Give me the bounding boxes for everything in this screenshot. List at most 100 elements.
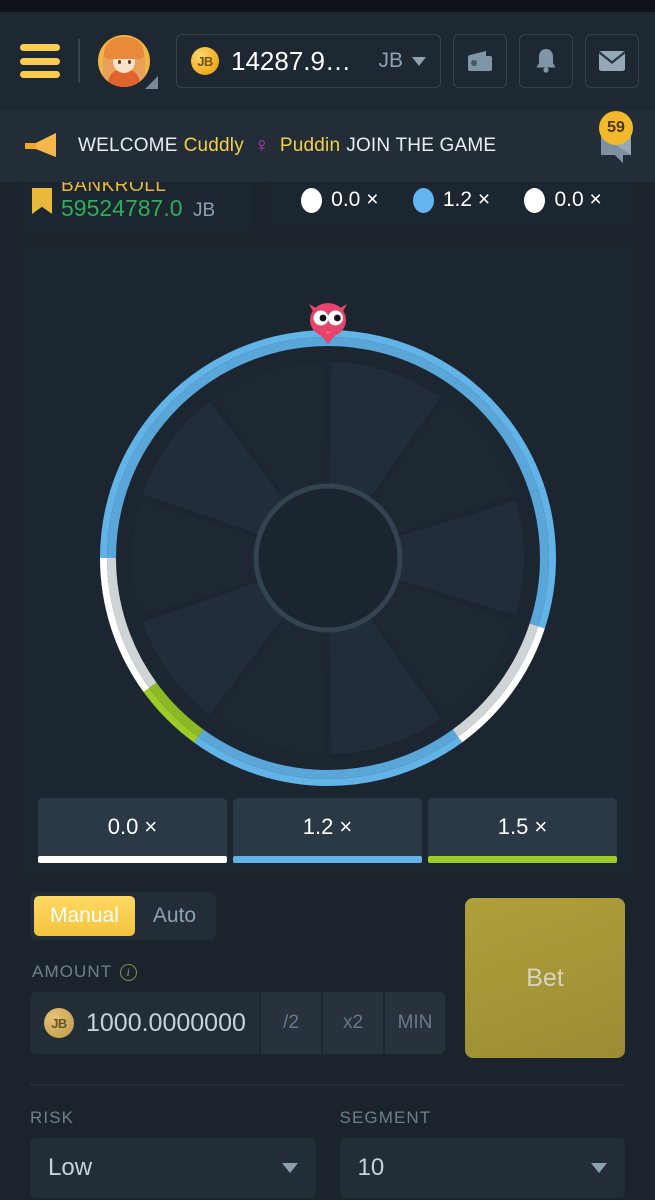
chat-unread-badge: 59 <box>599 111 633 145</box>
wheel-ring-arc <box>457 626 545 743</box>
wheel-ring-arc <box>143 330 328 429</box>
wheel-graphic <box>99 303 556 786</box>
header-divider <box>78 39 80 83</box>
avatar-image <box>98 35 150 87</box>
hamburger-bar <box>20 57 60 65</box>
bankroll-card: BANKROLL 59524787.0 JB <box>22 176 252 232</box>
join-the-game-text: JOIN THE GAME <box>346 135 497 156</box>
wheel-ring-arc <box>537 487 556 629</box>
history-value: 0.0 × <box>331 188 379 211</box>
multiplier-label: 1.2 × <box>302 814 353 839</box>
avatar-status-corner <box>145 76 158 89</box>
multiplier-card-0[interactable]: 0.0 × <box>38 798 227 863</box>
risk-label: RISK <box>30 1108 75 1127</box>
multiplier-bar <box>38 856 227 863</box>
halve-amount-button[interactable]: /2 <box>259 992 321 1054</box>
min-amount-button[interactable]: MIN <box>383 992 445 1054</box>
player-name-last: Puddin <box>279 135 341 156</box>
result-history: 0.0 × 1.2 × 0.0 × <box>270 176 633 224</box>
wheel-ring-arc-inner <box>106 558 156 688</box>
app-header: JB 14287.9… JB <box>0 12 655 110</box>
wheel-stage <box>38 262 617 792</box>
multiplier-bar <box>428 856 617 863</box>
hamburger-bar <box>20 71 60 78</box>
balance-amount: 14287.9… <box>231 45 351 76</box>
amount-label: AMOUNT <box>32 962 113 981</box>
wheel-ring-arc <box>327 736 462 786</box>
wheel-wedge <box>327 501 524 615</box>
devil-pointer-icon <box>308 303 347 344</box>
envelope-icon <box>598 51 626 71</box>
section-divider <box>30 1084 625 1086</box>
coin-icon: JB <box>44 1008 74 1038</box>
bet-mode-toggle: Manual Auto <box>30 892 217 940</box>
player-name-first: Cuddly <box>183 135 244 156</box>
risk-value: Low <box>48 1154 93 1181</box>
avatar-body <box>108 69 140 87</box>
segment-value: 10 <box>357 1154 385 1181</box>
history-item: 1.2 × <box>412 187 491 213</box>
bookmark-icon <box>32 188 52 214</box>
chevron-down-icon <box>412 56 426 66</box>
history-value: 1.2 × <box>442 188 491 211</box>
balance-currency: JB <box>378 49 403 72</box>
wheel-ring-arc <box>143 687 198 743</box>
wallet-icon <box>468 51 492 71</box>
avatar[interactable] <box>98 35 158 89</box>
notifications-button[interactable] <box>519 34 573 88</box>
hamburger-bar <box>20 44 60 51</box>
tab-auto[interactable]: Auto <box>137 896 212 936</box>
hamburger-menu-icon[interactable] <box>20 44 60 78</box>
wheel-ring-arc-inner <box>106 428 156 558</box>
amount-input[interactable] <box>86 1008 245 1038</box>
bankroll-currency: JB <box>192 199 216 221</box>
wheel-ring-arc <box>99 423 149 558</box>
segment-select[interactable]: 10 <box>339 1138 625 1198</box>
history-dot <box>301 187 323 213</box>
wheel-hub <box>253 483 402 633</box>
gender-icon: ♀ <box>253 134 270 157</box>
avatar-eye <box>128 60 131 64</box>
wheel-panel: 0.0 × 1.2 × 1.5 × <box>22 246 633 874</box>
wheel-ring <box>99 330 556 786</box>
welcome-banner: WELCOME Cuddly ♀ Puddin JOIN THE GAME 59 <box>0 110 655 182</box>
welcome-word: WELCOME <box>78 135 178 156</box>
wheel-ring-arc-inner <box>327 729 458 779</box>
avatar-hat <box>104 37 144 59</box>
megaphone-icon <box>25 133 56 157</box>
chat-toggle-button[interactable]: 59 <box>593 111 639 169</box>
info-row: BANKROLL 59524787.0 JB 0.0 × 1.2 × 0.0 × <box>0 176 655 232</box>
messages-button[interactable] <box>585 34 639 88</box>
chevron-down-icon <box>591 1163 607 1173</box>
amount-label-row: AMOUNT i <box>32 962 445 982</box>
bankroll-value: 59524787.0 <box>61 194 183 221</box>
multiplier-bar <box>233 856 422 863</box>
amount-field: JB /2 x2 MIN <box>30 992 445 1054</box>
status-bar <box>0 0 655 12</box>
wheel-ring-arc-inner <box>148 337 328 434</box>
history-value: 0.0 × <box>554 188 602 211</box>
avatar-eye <box>118 60 121 64</box>
bet-button[interactable]: Bet <box>465 898 625 1058</box>
multiplier-card-1[interactable]: 1.2 × <box>233 798 422 863</box>
wheel-ring-arc <box>327 330 462 380</box>
history-item: 0.0 × <box>524 187 602 213</box>
double-amount-button[interactable]: x2 <box>321 992 383 1054</box>
history-dot <box>412 187 434 213</box>
tab-manual[interactable]: Manual <box>34 896 135 936</box>
wheel-ring-arc <box>193 736 328 786</box>
coin-icon: JB <box>191 47 219 75</box>
wheel-ring-arc <box>457 373 545 490</box>
info-icon[interactable]: i <box>120 963 138 981</box>
wallet-button[interactable] <box>453 34 507 88</box>
wheel-ring-arc-inner <box>148 682 203 737</box>
multiplier-card-2[interactable]: 1.5 × <box>428 798 617 863</box>
risk-select[interactable]: Low <box>30 1138 316 1198</box>
wheel-ring-arc-inner <box>452 623 538 737</box>
wheel-wedge <box>131 501 328 615</box>
chevron-down-icon <box>281 1163 298 1173</box>
balance-selector[interactable]: JB 14287.9… JB <box>176 34 441 88</box>
wheel-ring-arc-inner <box>452 379 538 493</box>
settings-row: RISK Low SEGMENT 10 <box>0 1086 655 1198</box>
